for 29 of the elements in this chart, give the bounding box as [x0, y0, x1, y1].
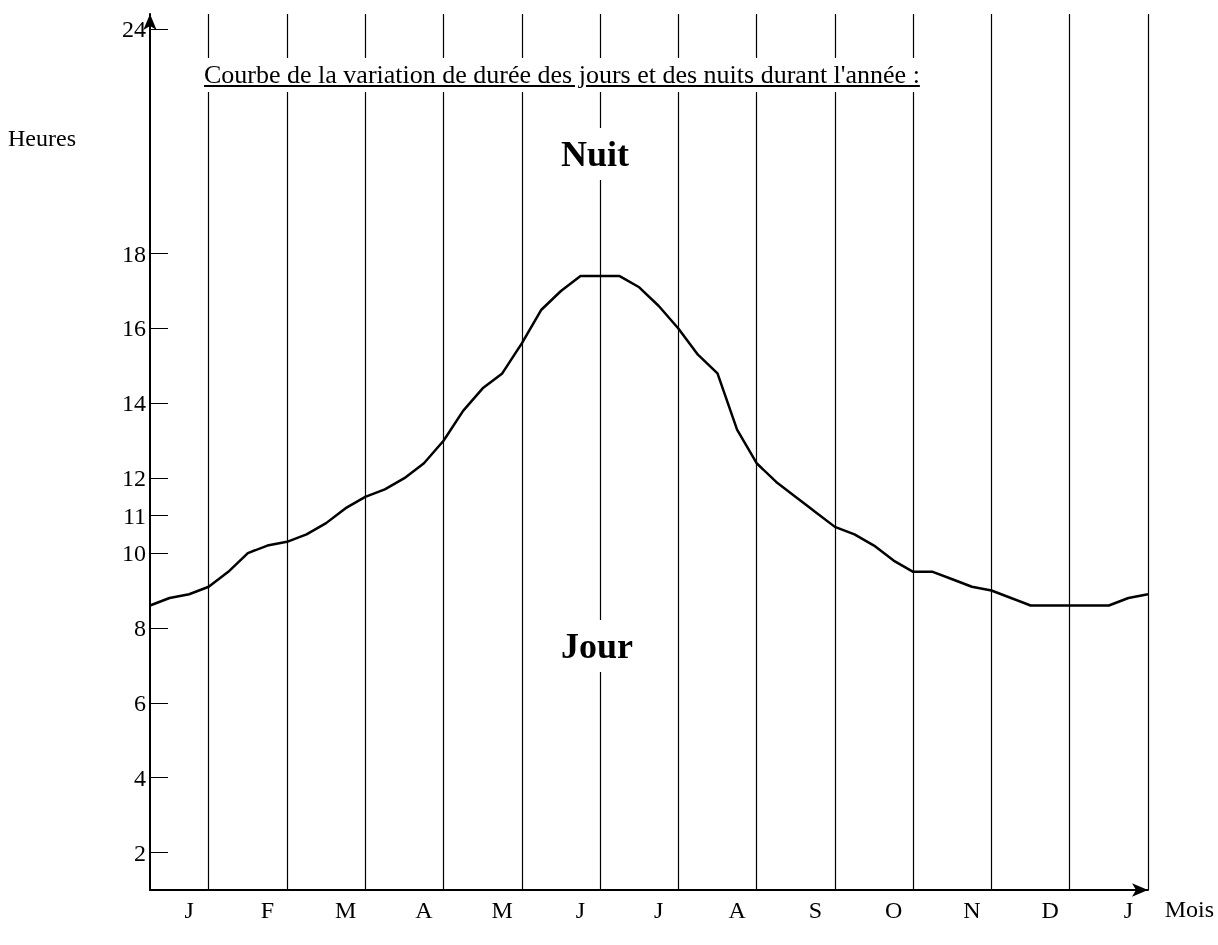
- x-axis-title: Mois: [1164, 896, 1215, 922]
- y-tick-label: 4: [134, 764, 146, 791]
- y-tick-label: 16: [122, 315, 146, 342]
- y-axis-title: Heures: [8, 125, 76, 151]
- x-tick-label: J: [184, 897, 194, 923]
- text: Courbe de la variation de durée des jours et des nuits durant l'année :: [200, 58, 924, 92]
- x-tick-label: D: [1041, 897, 1059, 923]
- x-tick-label: M: [335, 897, 357, 923]
- x-tick-label: M: [491, 897, 513, 923]
- annotation: Nuit: [561, 134, 630, 174]
- x-tick-label: J: [654, 897, 664, 923]
- annotation: Jour: [561, 626, 634, 666]
- y-tick-label: 6: [134, 689, 146, 716]
- x-tick-label: A: [728, 897, 747, 923]
- x-tick-label: A: [415, 897, 434, 923]
- x-tick-label: J: [1123, 897, 1134, 923]
- y-tick-label: 11: [122, 502, 146, 529]
- x-tick-label: F: [260, 897, 275, 923]
- y-tick-label: 18: [122, 240, 146, 267]
- y-tick-label: 2: [134, 839, 146, 866]
- x-tick-label: O: [884, 897, 903, 923]
- y-tick-label: 8: [134, 614, 146, 641]
- x-tick-label: N: [963, 897, 981, 923]
- y-tick-label: 24: [122, 15, 146, 42]
- y-tick-label: 14: [122, 390, 146, 417]
- y-tick-label: 10: [122, 540, 146, 567]
- x-tick-label: J: [575, 897, 586, 923]
- x-tick-label: S: [808, 897, 823, 923]
- y-tick-label: 12: [122, 465, 146, 492]
